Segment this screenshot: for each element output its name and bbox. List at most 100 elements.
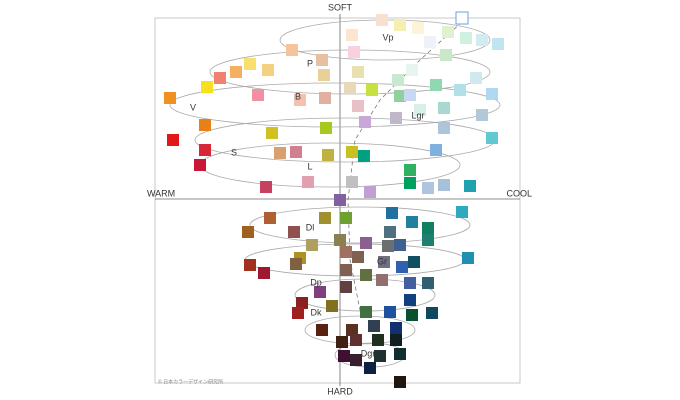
tone-label: Lgr xyxy=(411,110,424,120)
color-swatch xyxy=(404,164,416,176)
color-swatch xyxy=(244,58,256,70)
color-swatch xyxy=(326,300,338,312)
color-swatch xyxy=(214,72,226,84)
color-swatch xyxy=(424,36,436,48)
color-swatch xyxy=(316,324,328,336)
tone-label: Dk xyxy=(311,307,322,317)
color-swatch xyxy=(454,84,466,96)
color-swatch xyxy=(492,38,504,50)
color-swatch xyxy=(201,81,213,93)
color-swatch xyxy=(360,269,372,281)
color-swatch xyxy=(384,226,396,238)
frame xyxy=(154,17,521,384)
tone-label: S xyxy=(231,147,237,157)
color-swatch xyxy=(455,11,469,25)
color-swatch xyxy=(378,256,390,268)
color-swatch xyxy=(352,100,364,112)
color-swatch xyxy=(346,29,358,41)
color-swatch xyxy=(440,49,452,61)
color-swatch xyxy=(396,261,408,273)
color-swatch xyxy=(290,258,302,270)
color-swatch xyxy=(426,307,438,319)
color-swatch xyxy=(374,350,386,362)
tone-label: P xyxy=(307,58,313,68)
color-swatch xyxy=(350,334,362,346)
color-swatch xyxy=(344,82,356,94)
color-swatch xyxy=(406,64,418,76)
color-swatch xyxy=(360,237,372,249)
color-swatch xyxy=(346,146,358,158)
color-swatch xyxy=(334,194,346,206)
color-swatch xyxy=(338,350,350,362)
color-swatch xyxy=(464,180,476,192)
color-swatch xyxy=(302,176,314,188)
curve xyxy=(169,82,501,128)
color-swatch xyxy=(358,150,370,162)
color-swatch xyxy=(258,267,270,279)
axis-label-left: WARM xyxy=(147,188,175,198)
color-swatch xyxy=(334,234,346,246)
color-swatch xyxy=(286,44,298,56)
axis-label-top: SOFT xyxy=(328,2,353,12)
color-swatch xyxy=(266,127,278,139)
color-swatch xyxy=(390,322,402,334)
color-swatch xyxy=(322,149,334,161)
color-swatch xyxy=(372,334,384,346)
color-swatch xyxy=(368,320,380,332)
color-swatch xyxy=(438,179,450,191)
color-swatch xyxy=(386,207,398,219)
tone-label: Dp xyxy=(310,277,322,287)
axis-label-right: COOL xyxy=(506,188,532,198)
color-swatch xyxy=(438,122,450,134)
color-swatch xyxy=(316,54,328,66)
color-swatch xyxy=(294,94,306,106)
color-swatch xyxy=(390,334,402,346)
tone-label: Vp xyxy=(382,32,393,42)
color-swatch xyxy=(348,46,360,58)
color-swatch xyxy=(430,79,442,91)
color-swatch xyxy=(394,90,406,102)
color-swatch xyxy=(422,234,434,246)
color-swatch xyxy=(264,212,276,224)
tone-label: V xyxy=(190,102,196,112)
color-swatch xyxy=(230,66,242,78)
color-swatch xyxy=(306,239,318,251)
color-swatch xyxy=(406,216,418,228)
color-swatch xyxy=(288,226,300,238)
color-swatch xyxy=(430,144,442,156)
color-swatch xyxy=(404,177,416,189)
tone-label: Gr xyxy=(377,256,387,266)
color-swatch xyxy=(404,277,416,289)
color-swatch xyxy=(340,246,352,258)
color-swatch xyxy=(404,294,416,306)
color-swatch xyxy=(340,212,352,224)
color-swatch xyxy=(292,307,304,319)
color-swatch xyxy=(394,376,406,388)
dashed-guide xyxy=(347,21,463,321)
color-swatch xyxy=(274,147,286,159)
tone-label: Dl xyxy=(306,222,315,232)
color-swatch xyxy=(314,286,326,298)
color-swatch xyxy=(350,354,362,366)
color-swatch xyxy=(408,256,420,268)
color-swatch xyxy=(319,92,331,104)
axis-label-bottom: HARD xyxy=(327,386,353,396)
tone-label: B xyxy=(295,91,301,101)
color-swatch xyxy=(352,251,364,263)
color-swatch xyxy=(364,362,376,374)
color-swatch xyxy=(318,69,330,81)
color-swatch xyxy=(412,22,424,34)
color-swatch xyxy=(352,66,364,78)
color-swatch xyxy=(406,309,418,321)
color-swatch xyxy=(414,104,426,116)
tone-label: Dgr xyxy=(361,348,376,358)
copyright: © 日本カラーデザイン研究所 xyxy=(158,378,223,385)
color-swatch xyxy=(164,92,176,104)
color-swatch xyxy=(360,306,372,318)
color-swatch xyxy=(260,181,272,193)
color-swatch xyxy=(336,336,348,348)
color-swatch xyxy=(167,134,179,146)
color-swatch xyxy=(422,277,434,289)
color-swatch xyxy=(376,274,388,286)
